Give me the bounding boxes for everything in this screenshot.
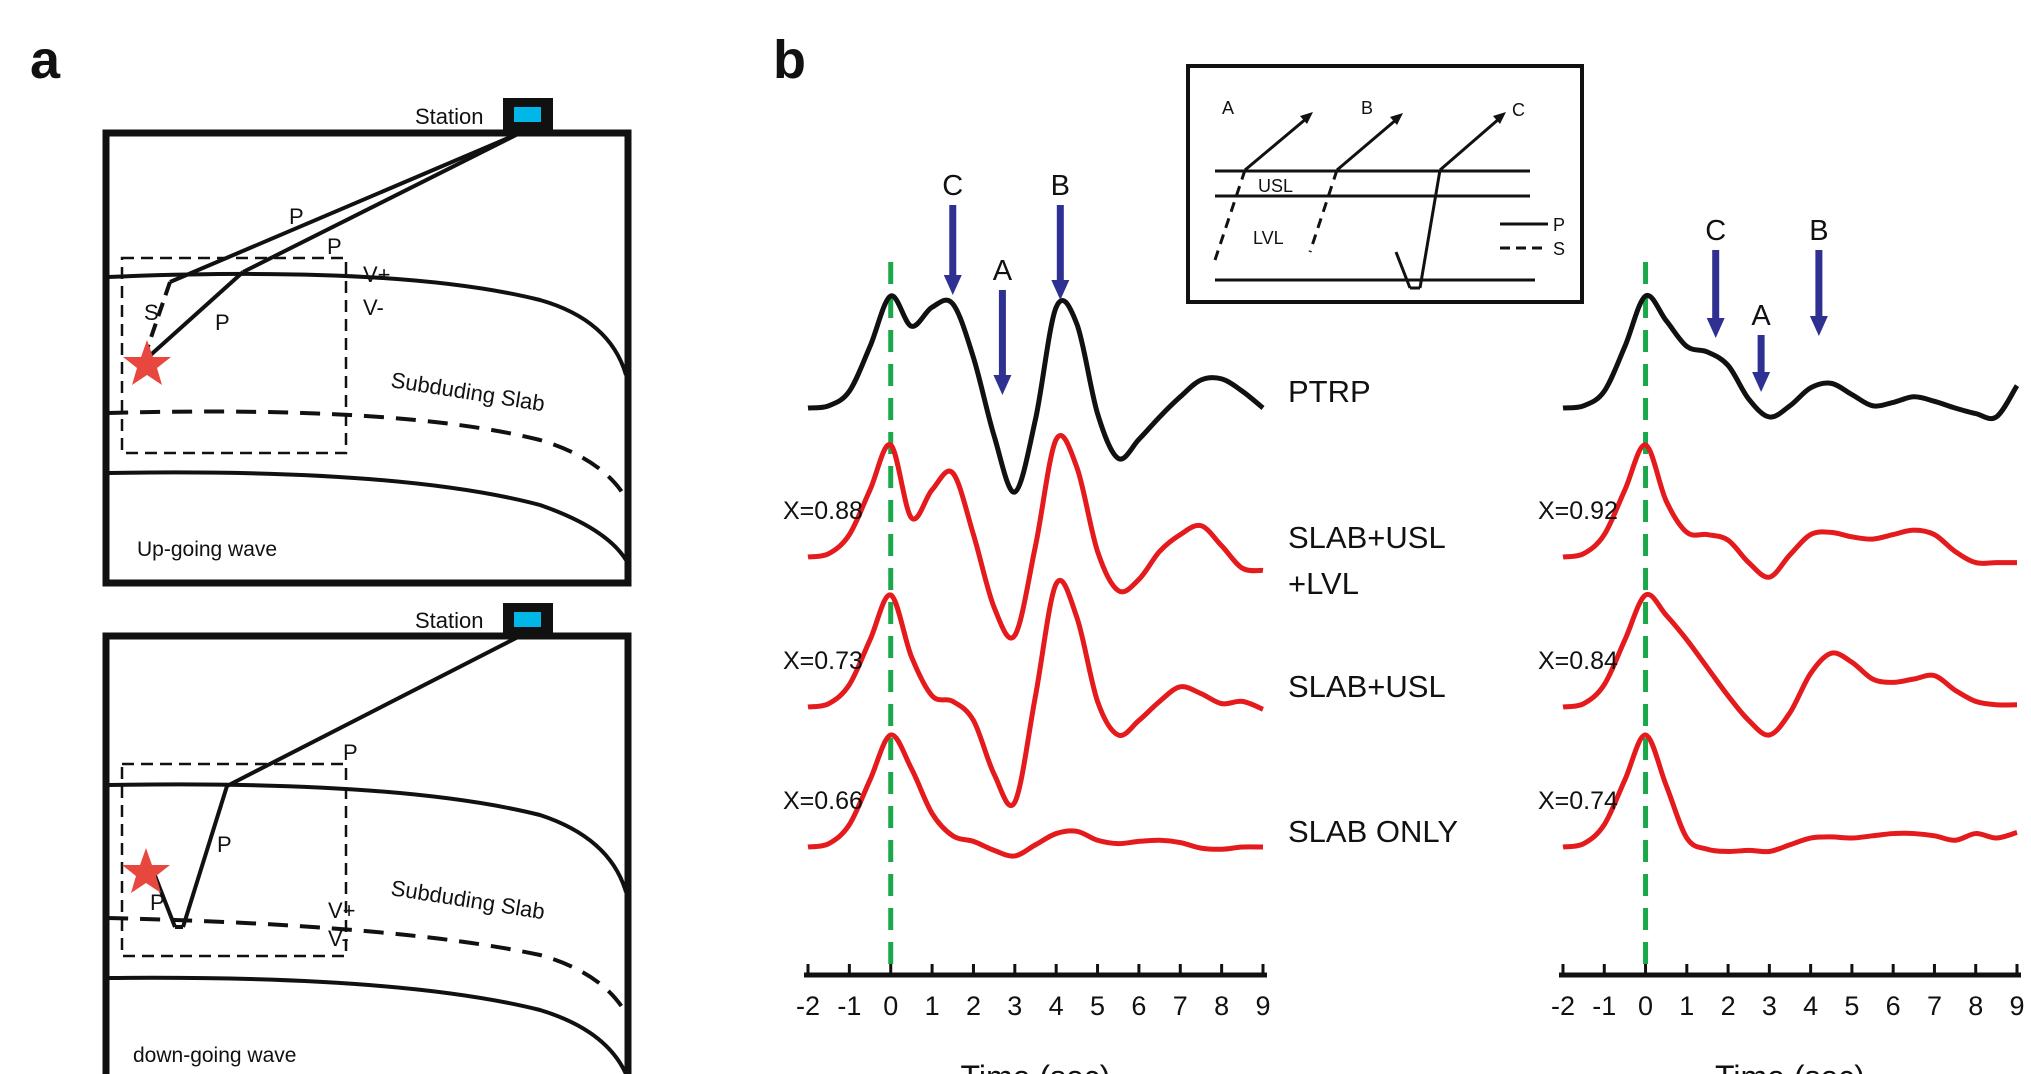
inset-legend-p: P: [1553, 215, 1565, 235]
ray-label-p2: P: [327, 234, 342, 259]
panel-b-label: b: [773, 30, 806, 90]
upgoing-caption: Up-going wave: [137, 538, 277, 561]
x-tick-label: 7: [1927, 991, 1942, 1021]
arrival-label: A: [993, 255, 1013, 287]
x-tick-label: 1: [1679, 991, 1694, 1021]
trace-synthetic: [1562, 591, 2018, 738]
trace-label-slab-usl-lvl: SLAB+USL: [1288, 520, 1446, 555]
layer-label-vplus: V+: [328, 898, 356, 923]
earthquake-star-icon: [123, 340, 171, 385]
x-tick-label: 5: [1844, 991, 1859, 1021]
x-tick-label: 4: [1049, 991, 1064, 1021]
trace-label-slab-only: SLAB ONLY: [1288, 814, 1458, 849]
x-tick-label: 3: [1007, 991, 1022, 1021]
station-label: Station: [415, 608, 484, 633]
trace-synthetic: [807, 732, 1264, 859]
trace-synthetic: [807, 578, 1264, 808]
x-tick-label: 9: [1255, 991, 1270, 1021]
ray-label-p3: P: [215, 310, 230, 335]
trace-synthetic: [807, 433, 1264, 641]
trace-fit-label: X=0.74: [1538, 787, 1618, 815]
x-axis-title: Time (sec): [1715, 1059, 1865, 1074]
x-axis-title: Time (sec): [961, 1059, 1111, 1074]
x-tick-label: 2: [966, 991, 981, 1021]
trace-label-slab-usl: SLAB+USL: [1288, 669, 1446, 704]
x-tick-label: -1: [1592, 991, 1616, 1021]
x-tick-label: 0: [1638, 991, 1653, 1021]
trace-label-lvl-suffix: +LVL: [1288, 566, 1359, 601]
x-tick-label: 4: [1803, 991, 1818, 1021]
layer-label-vminus: V-: [328, 926, 349, 951]
trace-fit-label: X=0.73: [783, 647, 863, 675]
x-tick-label: 7: [1173, 991, 1188, 1021]
arrival-label: B: [1051, 170, 1070, 202]
inset-schematic: A B C USL LVL P S: [1186, 64, 1584, 304]
inset-label-usl: USL: [1258, 176, 1293, 196]
x-tick-label: 9: [2009, 991, 2024, 1021]
trace-observed: [807, 293, 1265, 495]
x-tick-label: 8: [1214, 991, 1229, 1021]
panel-a-label: a: [30, 30, 61, 90]
trace-fit-label: X=0.92: [1538, 497, 1618, 525]
layer-label-vplus: V+: [363, 262, 391, 287]
arrival-arrow-head: [1809, 316, 1828, 336]
trace-fit-label: X=0.88: [783, 497, 863, 525]
arrival-arrow-head: [1706, 318, 1725, 338]
x-tick-label: 5: [1090, 991, 1105, 1021]
panel-a-downgoing-diagram: Station P P P V+ V- Subduding Slab down-…: [102, 603, 632, 1074]
inset-label-lvl: LVL: [1253, 228, 1284, 248]
slab-label: Subduding Slab: [389, 367, 546, 416]
arrival-arrow-head: [1752, 372, 1771, 392]
trace-observed: [1562, 292, 2020, 422]
ray-label-p2: P: [217, 832, 232, 857]
inset-legend-s: S: [1553, 239, 1565, 259]
arrival-label: C: [1705, 215, 1726, 247]
x-tick-label: 2: [1721, 991, 1736, 1021]
x-tick-label: 0: [883, 991, 898, 1021]
arrival-label: B: [1809, 215, 1828, 247]
ray-label-p1: P: [289, 204, 304, 229]
earthquake-star-icon: [122, 848, 170, 893]
downgoing-caption: down-going wave: [133, 1044, 296, 1067]
trace-synthetic: [1562, 442, 2017, 580]
x-tick-label: -1: [837, 991, 861, 1021]
panel-a-upgoing-diagram: Station P P P S V+ V- Subduding Slab Up-…: [102, 98, 632, 587]
trace-fit-label: X=0.84: [1538, 647, 1618, 675]
arrival-arrow-head: [993, 375, 1012, 395]
trace-label-ptrp: PTRP: [1288, 374, 1371, 409]
x-tick-label: 6: [1131, 991, 1146, 1021]
ray-label-p1: P: [343, 740, 358, 765]
inset-label-a: A: [1222, 98, 1234, 118]
x-tick-label: 3: [1762, 991, 1777, 1021]
trace-synthetic: [1562, 732, 2018, 855]
station-label: Station: [415, 104, 484, 129]
trace-fit-label: X=0.66: [783, 787, 863, 815]
x-tick-label: -2: [796, 991, 820, 1021]
slab-label: Subduding Slab: [389, 875, 546, 924]
layer-label-vminus: V-: [363, 295, 384, 320]
arrival-arrow-head: [943, 275, 962, 295]
x-tick-label: 1: [925, 991, 940, 1021]
x-tick-label: 6: [1886, 991, 1901, 1021]
x-tick-label: -2: [1551, 991, 1575, 1021]
x-tick-label: 8: [1968, 991, 1983, 1021]
inset-label-c: C: [1512, 100, 1525, 120]
arrival-label: C: [942, 170, 963, 202]
arrival-label: A: [1751, 300, 1771, 332]
ray-label-s: S: [144, 300, 159, 325]
inset-label-b: B: [1361, 98, 1373, 118]
ray-label-p3: P: [150, 890, 165, 915]
arrival-arrow-head: [1051, 280, 1070, 300]
